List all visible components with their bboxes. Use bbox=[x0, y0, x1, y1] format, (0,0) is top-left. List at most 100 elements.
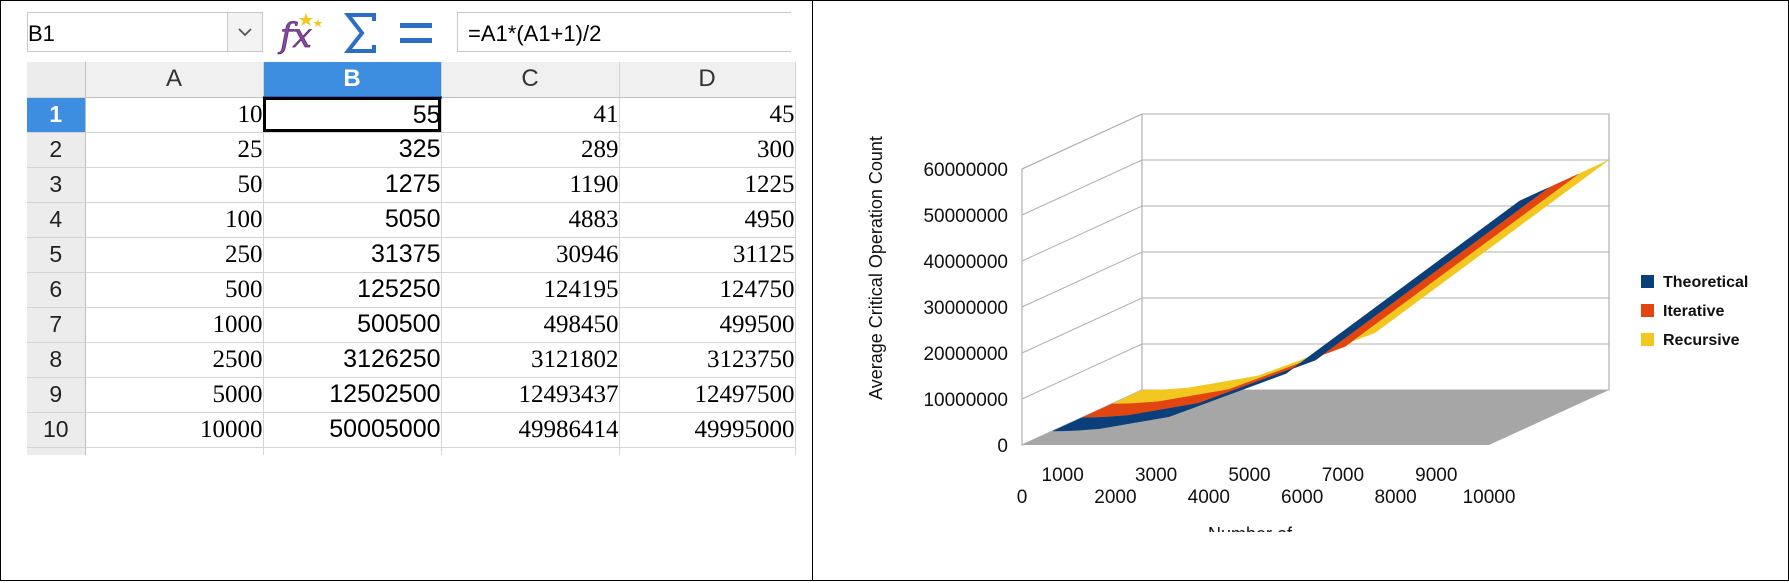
cell-c10[interactable]: 49986414 bbox=[441, 412, 620, 448]
y-tick-label: 30000000 bbox=[923, 298, 1008, 319]
gridline bbox=[1021, 297, 1609, 354]
cell-d1[interactable]: 45 bbox=[619, 97, 796, 133]
cell-d3[interactable]: 1225 bbox=[619, 167, 796, 203]
cell-b4[interactable]: 5050 bbox=[263, 202, 442, 238]
row-header[interactable]: 10 bbox=[27, 412, 86, 448]
table-row: 5 250 31375 30946 31125 bbox=[27, 237, 796, 273]
x-tick-label-front: 8000 bbox=[1374, 487, 1416, 508]
formula-text: =A1*(A1+1)/2 bbox=[468, 21, 602, 46]
legend-label-iterative: Iterative bbox=[1663, 303, 1724, 320]
partial-cell bbox=[619, 447, 796, 455]
column-header-b[interactable]: B bbox=[263, 62, 442, 99]
cell-b10[interactable]: 50005000 bbox=[263, 412, 442, 448]
legend-swatch-iterative bbox=[1641, 304, 1654, 317]
cell-a5[interactable]: 250 bbox=[85, 237, 264, 273]
cell-c9[interactable]: 12493437 bbox=[441, 377, 620, 413]
cell-d5[interactable]: 31125 bbox=[619, 237, 796, 273]
column-header-a[interactable]: A bbox=[85, 62, 264, 98]
partial-cell bbox=[441, 447, 620, 455]
table-row-partial bbox=[27, 447, 796, 455]
row-header[interactable]: 4 bbox=[27, 202, 86, 238]
cell-b5[interactable]: 31375 bbox=[263, 237, 442, 273]
cell-d7[interactable]: 499500 bbox=[619, 307, 796, 343]
fill-handle[interactable] bbox=[438, 129, 440, 131]
table-row: 10 10000 50005000 49986414 49995000 bbox=[27, 412, 796, 448]
cell-a3[interactable]: 50 bbox=[85, 167, 264, 203]
equals-icon[interactable] bbox=[397, 11, 435, 55]
column-header-c[interactable]: C bbox=[441, 62, 620, 98]
legend-swatch-theoretical bbox=[1641, 275, 1654, 288]
series-theoretical-ribbon bbox=[1052, 187, 1549, 432]
y-axis-title: Average Critical Operation Count bbox=[866, 136, 886, 400]
cell-c4[interactable]: 4883 bbox=[441, 202, 620, 238]
y-tick-label: 0 bbox=[997, 436, 1008, 457]
name-box[interactable]: B1 bbox=[27, 12, 263, 52]
table-row: 9 5000 12502500 12493437 12497500 bbox=[27, 377, 796, 413]
cell-b9[interactable]: 12502500 bbox=[263, 377, 442, 413]
table-row: 3 50 1275 1190 1225 bbox=[27, 167, 796, 203]
sum-icon[interactable] bbox=[343, 11, 380, 55]
cell-c8[interactable]: 3121802 bbox=[441, 342, 620, 378]
y-tick-label: 10000000 bbox=[923, 390, 1008, 411]
y-tick-label: 40000000 bbox=[923, 252, 1008, 273]
cell-b1[interactable]: 55 bbox=[263, 97, 442, 133]
x-tick-label-front: 4000 bbox=[1188, 487, 1230, 508]
x-tick-label-front: 10000 bbox=[1463, 487, 1516, 508]
row-header[interactable]: 6 bbox=[27, 272, 86, 308]
name-box-value: B1 bbox=[28, 21, 55, 46]
x-tick-label-back: 7000 bbox=[1322, 465, 1364, 486]
row-header[interactable]: 8 bbox=[27, 342, 86, 378]
cell-a4[interactable]: 100 bbox=[85, 202, 264, 238]
area-chart-3d[interactable]: 0 10000000 20000000 30000000 40000000 5000000… bbox=[822, 15, 1782, 535]
legend-swatch-recursive bbox=[1641, 333, 1654, 346]
spreadsheet-panel bbox=[0, 0, 812, 581]
function-wizard-icon[interactable]: fx bbox=[276, 9, 324, 56]
cell-a8[interactable]: 2500 bbox=[85, 342, 264, 378]
table-row: 4 100 5050 4883 4950 bbox=[27, 202, 796, 238]
cell-a2[interactable]: 25 bbox=[85, 132, 264, 168]
chevron-down-icon bbox=[238, 28, 252, 37]
table-row: 1 10 55 41 45 bbox=[27, 97, 796, 133]
cell-d10[interactable]: 49995000 bbox=[619, 412, 796, 448]
x-tick-label-back: 1000 bbox=[1042, 465, 1084, 486]
x-tick-label-front: 0 bbox=[1017, 487, 1028, 508]
cell-a6[interactable]: 500 bbox=[85, 272, 264, 308]
cell-c2[interactable]: 289 bbox=[441, 132, 620, 168]
table-row: 6 500 125250 124195 124750 bbox=[27, 272, 796, 308]
cell-b3[interactable]: 1275 bbox=[263, 167, 442, 203]
cell-a10[interactable]: 10000 bbox=[85, 412, 264, 448]
cell-d2[interactable]: 300 bbox=[619, 132, 796, 168]
partial-cell bbox=[27, 447, 86, 455]
legend-label-recursive: Recursive bbox=[1663, 332, 1740, 349]
cell-d6[interactable]: 124750 bbox=[619, 272, 796, 308]
cell-a9[interactable]: 5000 bbox=[85, 377, 264, 413]
row-header[interactable]: 5 bbox=[27, 237, 86, 273]
cell-c5[interactable]: 30946 bbox=[441, 237, 620, 273]
select-all-corner[interactable] bbox=[27, 62, 86, 98]
column-header-d[interactable]: D bbox=[619, 62, 796, 98]
cell-b8[interactable]: 3126250 bbox=[263, 342, 442, 378]
row-header[interactable]: 9 bbox=[27, 377, 86, 413]
cell-a7[interactable]: 1000 bbox=[85, 307, 264, 343]
cell-d4[interactable]: 4950 bbox=[619, 202, 796, 238]
cell-b6[interactable]: 125250 bbox=[263, 272, 442, 308]
x-tick-label-front: 6000 bbox=[1281, 487, 1323, 508]
cell-c1[interactable]: 41 bbox=[441, 97, 620, 133]
cell-a1[interactable]: 10 bbox=[85, 97, 264, 133]
row-header[interactable]: 1 bbox=[27, 97, 86, 133]
cell-c3[interactable]: 1190 bbox=[441, 167, 620, 203]
row-header[interactable]: 2 bbox=[27, 132, 86, 168]
cell-b7[interactable]: 500500 bbox=[263, 307, 442, 343]
cell-c7[interactable]: 498450 bbox=[441, 307, 620, 343]
row-header[interactable]: 3 bbox=[27, 167, 86, 203]
legend-label-theoretical: Theoretical bbox=[1663, 274, 1748, 291]
cell-b2[interactable]: 325 bbox=[263, 132, 442, 168]
formula-input[interactable]: =A1*(A1+1)/2 bbox=[457, 12, 791, 52]
x-tick-label-back: 5000 bbox=[1228, 465, 1270, 486]
cell-d9[interactable]: 12497500 bbox=[619, 377, 796, 413]
y-tick-label: 60000000 bbox=[923, 160, 1008, 181]
cell-d8[interactable]: 3123750 bbox=[619, 342, 796, 378]
row-header[interactable]: 7 bbox=[27, 307, 86, 343]
name-box-dropdown-button[interactable] bbox=[227, 13, 262, 51]
cell-c6[interactable]: 124195 bbox=[441, 272, 620, 308]
